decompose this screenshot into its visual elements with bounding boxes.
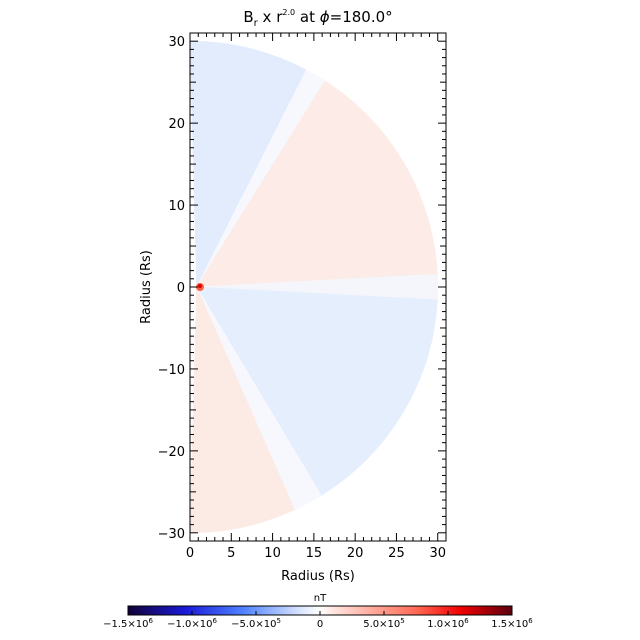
y-tick-label: −30 xyxy=(158,527,185,542)
x-axis-label: Radius (Rs) xyxy=(281,569,355,584)
y-axis-label: Radius (Rs) xyxy=(139,250,154,324)
field-map xyxy=(190,40,439,534)
colorbar-tick-label: 5.0×105 xyxy=(363,617,404,630)
colorbar-tick-label: −1.0×106 xyxy=(167,617,217,630)
x-tick-label: 20 xyxy=(347,546,364,561)
y-tick-label: 30 xyxy=(168,35,185,50)
colorbar-tick-label: 0 xyxy=(317,619,323,630)
colorbar-tick-label: −5.0×105 xyxy=(231,617,281,630)
x-tick-label: 30 xyxy=(429,546,446,561)
x-axis: 0 5 10 15 20 25 30 xyxy=(186,33,446,561)
x-tick-label: 0 xyxy=(186,546,194,561)
x-tick-label: 25 xyxy=(388,546,405,561)
colorbar-tick-label: −1.5×106 xyxy=(103,617,153,630)
sun-core-region xyxy=(196,283,204,291)
y-tick-label: 0 xyxy=(177,281,185,296)
x-tick-label: 15 xyxy=(306,546,323,561)
x-tick-label: 5 xyxy=(227,546,235,561)
field-sector-upper-red xyxy=(196,80,438,288)
y-axis: −30 −20 −10 0 10 20 30 xyxy=(158,35,446,542)
y-tick-label: −20 xyxy=(158,445,185,460)
colorbar-ticks: −1.5×106 −1.0×106 −5.0×105 0 5.0×105 1.0×106 1… xyxy=(103,611,533,630)
field-sector-lower-blue xyxy=(196,286,438,496)
colorbar-tick-label: 1.5×106 xyxy=(491,617,533,630)
x-tick-label: 10 xyxy=(264,546,281,561)
sun-core-mark-inner xyxy=(198,284,202,288)
colorbar-tick-label: 1.0×106 xyxy=(427,617,469,630)
y-tick-label: 10 xyxy=(168,199,185,214)
y-tick-label: 20 xyxy=(168,117,185,132)
chart-title: Br x r2.0 at ϕ=180.0° xyxy=(243,8,392,29)
y-tick-label: −10 xyxy=(158,363,185,378)
colorbar-title: nT xyxy=(314,593,327,604)
